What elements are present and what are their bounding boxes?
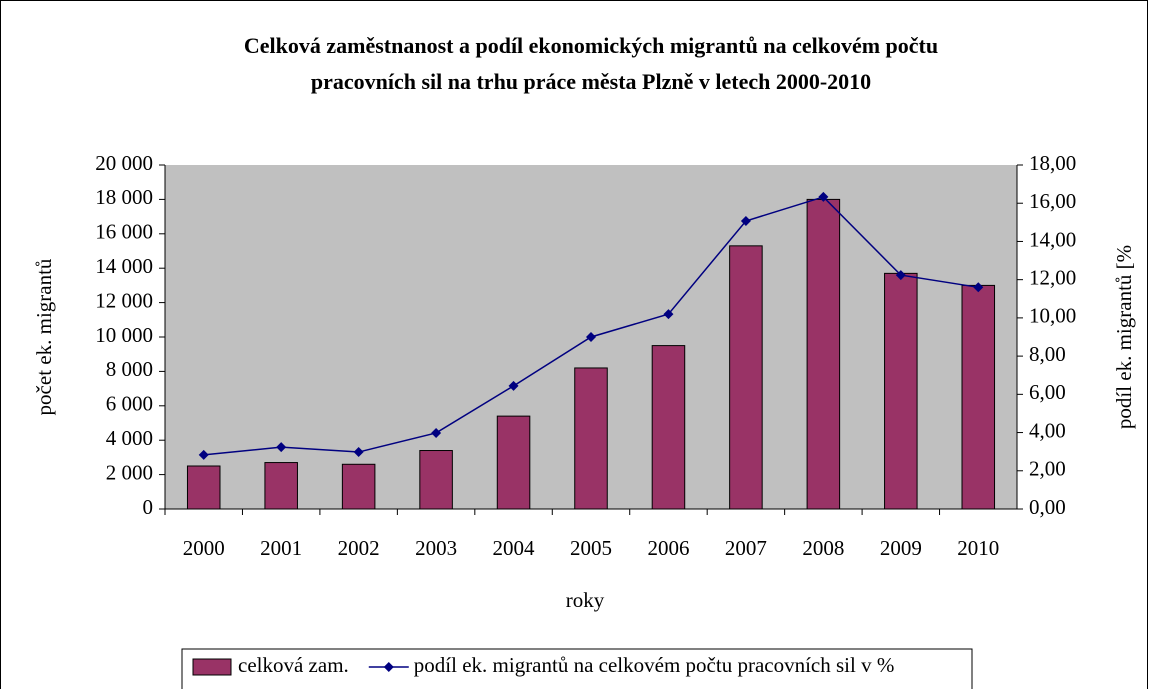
y-tick-label: 2 000 [106,460,153,484]
line-marker [973,282,984,293]
bar [961,284,996,510]
line-marker [198,449,209,460]
x-tick-label: 2010 [957,536,999,560]
x-tick-label: 2005 [570,536,612,560]
y2-tick-label: 6,00 [1029,380,1066,404]
bar [574,367,608,510]
x-tick-label: 2009 [880,536,922,560]
bar [341,463,376,510]
x-tick-label: 2007 [725,536,767,560]
y2-tick-label: 2,00 [1029,457,1066,481]
y2-tick-label: 8,00 [1029,342,1066,366]
x-tick-label: 2002 [338,536,380,560]
bar [496,415,531,510]
y-tick-label: 20 000 [95,151,153,175]
line-marker [276,442,287,453]
legend-swatch [192,658,232,676]
bar [419,450,453,510]
y-tick-label: 4 000 [106,426,153,450]
y2-tick-label: 18,00 [1029,151,1076,175]
x-tick-label: 2004 [493,536,536,560]
y-tick-label: 6 000 [106,392,153,416]
x-tick-label: 2001 [260,536,302,560]
chart-title: Celková zaměstnanost a podíl ekonomickýc… [244,33,938,58]
bar [806,198,841,510]
line-marker [740,215,751,226]
x-tick-label: 2008 [802,536,844,560]
bar [729,245,763,510]
y2-tick-label: 16,00 [1029,189,1076,213]
line-marker [508,380,519,391]
x-axis-label: roky [566,588,605,612]
y2-tick-label: 14,00 [1029,227,1076,251]
x-tick-label: 2006 [647,536,689,560]
chart-title: pracovních sil na trhu práce města Plzně… [311,69,871,94]
y2-axis-label: podíl ek. migrantů [% [1112,245,1136,429]
bar [186,465,221,510]
bar [651,345,686,510]
x-tick-label: 2003 [415,536,457,560]
line-marker [895,270,906,281]
y-tick-label: 10 000 [95,323,153,347]
line-marker [586,332,596,342]
y-tick-label: 14 000 [95,254,153,278]
line-marker [663,309,674,320]
x-tick-label: 2000 [183,536,225,560]
bar [884,272,918,510]
y-axis-label: počet ek. migrantů [32,258,56,415]
legend-marker [383,662,394,672]
y2-tick-label: 12,00 [1029,265,1076,289]
line-marker [431,427,442,438]
y2-tick-label: 4,00 [1029,418,1066,442]
y-tick-label: 18 000 [95,185,153,209]
legend-box [181,648,973,689]
y-tick-label: 8 000 [106,357,153,381]
bar [264,462,298,510]
line-marker [353,447,364,458]
y-tick-label: 16 000 [95,220,153,244]
y2-tick-label: 0,00 [1029,495,1066,519]
line-marker [818,191,829,202]
legend-label: celková zam. [238,653,349,677]
y-tick-label: 0 [143,495,154,519]
y2-tick-label: 10,00 [1029,304,1076,328]
legend-label: podíl ek. migrantů na celkovém počtu pra… [414,653,895,677]
y-tick-label: 12 000 [95,288,153,312]
